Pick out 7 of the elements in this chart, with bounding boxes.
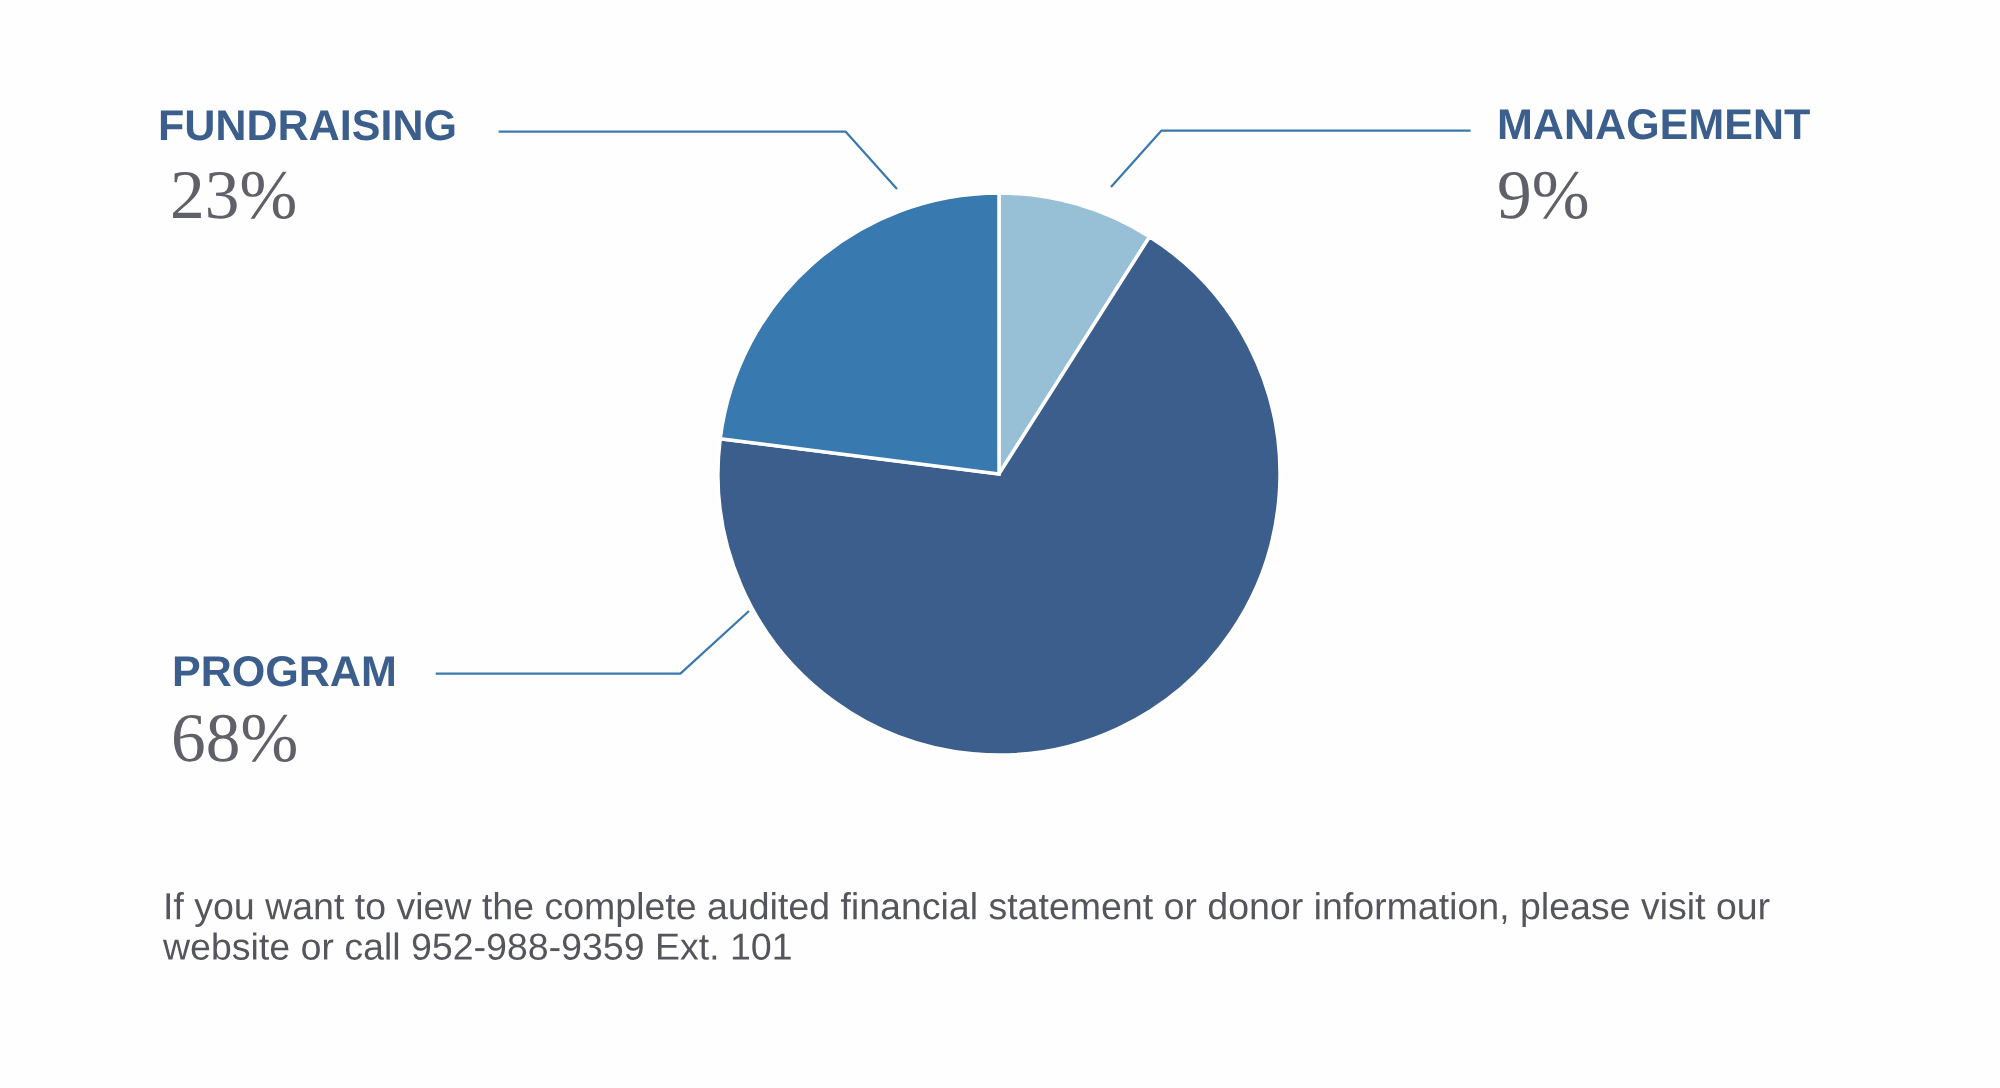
slice-label: MANAGEMENT [1499,108,1810,140]
data-label: 68% [173,714,296,762]
data-label: 9% [1499,171,1588,219]
data-label: 23% [173,171,295,219]
slice-label: PROGRAM [174,655,394,687]
slice-label: FUNDRAISING [160,109,455,141]
text: If you want to view the complete audited financial statement or donor information, please visit our website or call 952-988-9359 Ext. 101 [162,892,1770,960]
